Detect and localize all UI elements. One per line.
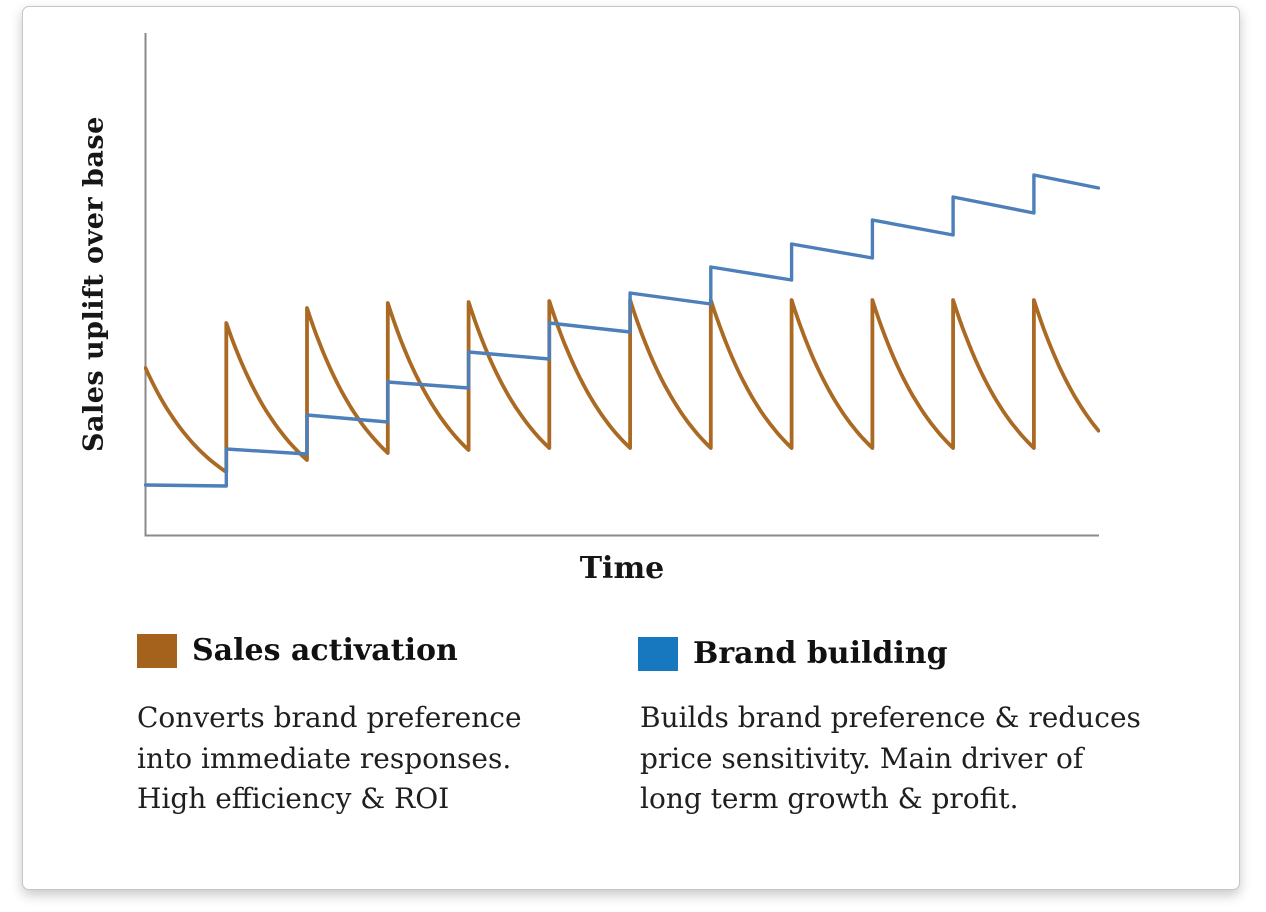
brand-building-swatch-icon bbox=[638, 636, 678, 671]
brand-building-label: Brand building bbox=[693, 636, 948, 671]
sales-activation-description: Converts brand preference into immediate… bbox=[137, 701, 522, 816]
brand-building-line bbox=[144, 173, 1100, 488]
y-axis-label: Sales uplift over base bbox=[78, 116, 110, 452]
legend-item-sales-activation: Sales activation bbox=[137, 633, 458, 668]
chart-canvas bbox=[144, 33, 1100, 537]
sales-activation-swatch-icon bbox=[137, 633, 177, 668]
x-axis-label: Time bbox=[579, 551, 665, 586]
brand-building-description: Builds brand preference & reduces price … bbox=[640, 701, 1141, 816]
sales-activation-label: Sales activation bbox=[192, 633, 458, 668]
axes bbox=[144, 33, 1099, 537]
sales-activation-line bbox=[144, 298, 1100, 474]
legend-item-brand-building: Brand building bbox=[638, 636, 948, 671]
